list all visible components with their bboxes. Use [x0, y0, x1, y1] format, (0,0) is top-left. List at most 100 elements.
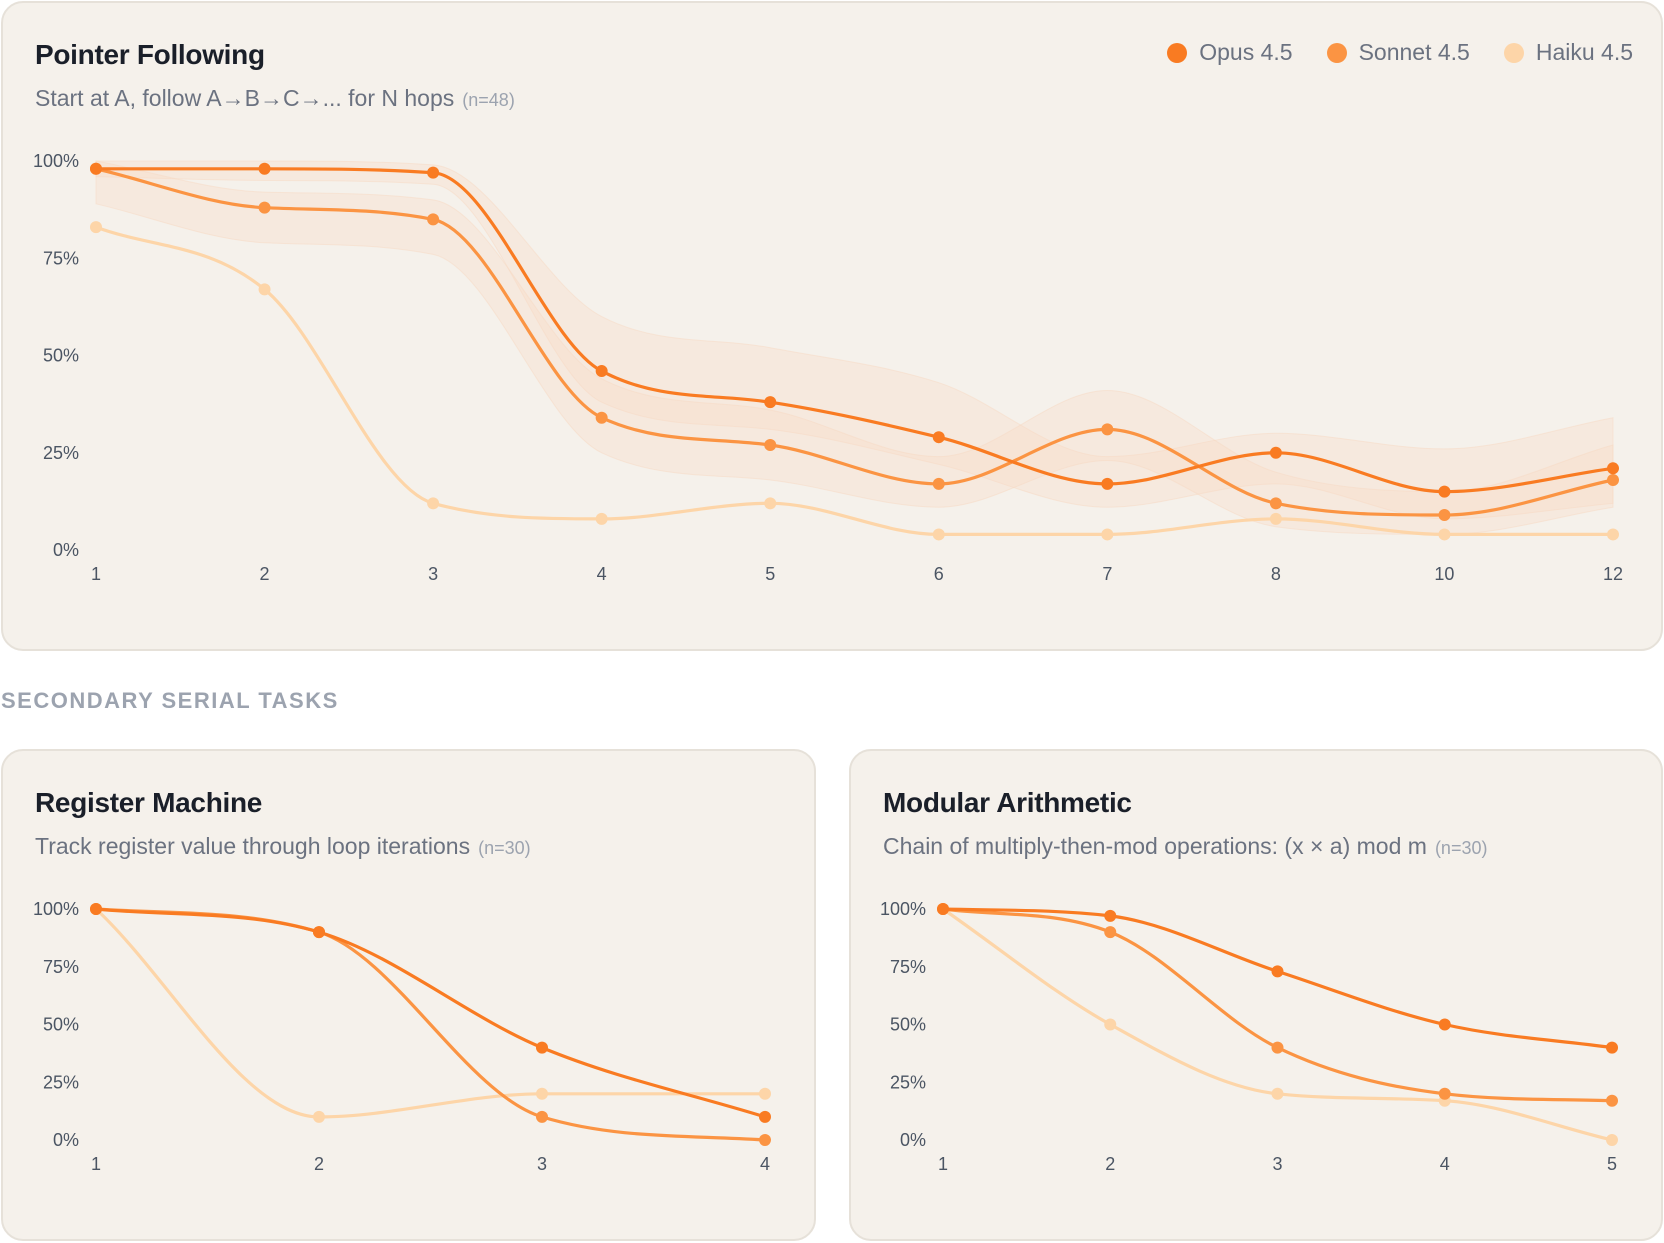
legend-item-opus[interactable]: Opus 4.5	[1167, 39, 1293, 66]
card-subtitle: Chain of multiply-then-mod operations: (…	[883, 833, 1487, 860]
y-tick-label: 50%	[43, 346, 79, 366]
data-point-haiku[interactable]	[1607, 528, 1619, 541]
data-point-haiku[interactable]	[764, 497, 777, 510]
y-tick-label: 0%	[53, 1130, 79, 1150]
data-point-opus[interactable]	[427, 166, 440, 179]
legend-label: Sonnet 4.5	[1358, 39, 1470, 65]
x-tick-label: 12	[1603, 564, 1623, 584]
x-tick-label: 4	[597, 564, 607, 584]
legend-swatch-icon	[1503, 42, 1524, 63]
data-point-haiku[interactable]	[1269, 512, 1282, 525]
data-point-haiku[interactable]	[427, 497, 440, 510]
legend-item-haiku[interactable]: Haiku 4.5	[1503, 39, 1633, 66]
data-point-opus[interactable]	[932, 431, 945, 444]
data-point-opus[interactable]	[90, 162, 102, 175]
x-tick-label: 1	[91, 564, 101, 584]
data-point-opus[interactable]	[1438, 1018, 1451, 1031]
legend-item-sonnet[interactable]: Sonnet 4.5	[1326, 39, 1470, 66]
x-tick-label: 1	[91, 1154, 101, 1174]
data-point-opus[interactable]	[1606, 1041, 1618, 1054]
x-tick-label: 2	[314, 1154, 324, 1174]
x-tick-label: 2	[260, 564, 270, 584]
data-point-sonnet[interactable]	[595, 411, 608, 424]
section-label: SECONDARY SERIAL TASKS	[1, 688, 339, 713]
legend-swatch-icon	[1167, 42, 1188, 63]
data-point-sonnet[interactable]	[536, 1110, 548, 1123]
legend-label: Haiku 4.5	[1535, 39, 1633, 65]
data-point-opus[interactable]	[1271, 965, 1284, 978]
y-tick-label: 100%	[880, 899, 926, 919]
data-point-opus[interactable]	[1438, 485, 1451, 498]
x-tick-label: 5	[765, 564, 775, 584]
sample-size: (n=30)	[1434, 838, 1488, 858]
y-tick-label: 25%	[43, 1072, 79, 1092]
data-point-haiku[interactable]	[90, 221, 102, 234]
series-line-opus	[94, 907, 767, 1119]
data-point-sonnet[interactable]	[1269, 497, 1282, 510]
modular-arithmetic-chart: 0% 25% 50% 75% 100% 1 2 3 4 5	[880, 899, 1618, 1174]
card-title: Register Machine	[35, 787, 263, 818]
data-point-opus[interactable]	[764, 396, 777, 409]
card-title: Pointer Following	[35, 39, 265, 70]
subtitle-text: Track register value through loop iterat…	[35, 833, 471, 859]
data-point-opus[interactable]	[1104, 909, 1117, 922]
series-line-haiku	[941, 907, 1614, 1142]
data-point-sonnet[interactable]	[1438, 508, 1451, 521]
data-point-opus[interactable]	[937, 903, 949, 915]
x-tick-label: 3	[1272, 1154, 1282, 1174]
data-point-haiku[interactable]	[932, 528, 945, 541]
data-point-sonnet[interactable]	[1607, 473, 1619, 486]
legend-swatch-icon	[1326, 42, 1347, 63]
data-point-haiku[interactable]	[258, 283, 271, 296]
legend: Opus 4.5 Sonnet 4.5 Haiku 4.5	[1167, 39, 1633, 66]
data-point-haiku[interactable]	[759, 1087, 771, 1100]
data-point-opus[interactable]	[1607, 462, 1619, 475]
x-tick-label: 6	[934, 564, 944, 584]
series-line-sonnet	[941, 907, 1614, 1103]
data-point-sonnet[interactable]	[427, 213, 440, 226]
data-point-opus[interactable]	[759, 1110, 771, 1123]
x-tick-label: 4	[1440, 1154, 1450, 1174]
data-point-opus[interactable]	[1269, 446, 1282, 459]
y-tick-label: 50%	[43, 1015, 79, 1035]
data-point-opus[interactable]	[90, 903, 102, 915]
sample-size: (n=48)	[462, 90, 515, 110]
x-tick-label: 2	[1105, 1154, 1115, 1174]
data-point-haiku[interactable]	[1438, 528, 1451, 541]
x-tick-label: 10	[1434, 564, 1454, 584]
x-tick-label: 7	[1102, 564, 1112, 584]
data-point-sonnet[interactable]	[759, 1134, 771, 1146]
data-point-haiku[interactable]	[1271, 1087, 1284, 1100]
data-point-sonnet[interactable]	[932, 477, 945, 490]
data-point-haiku[interactable]	[1606, 1134, 1618, 1146]
data-point-sonnet[interactable]	[1606, 1094, 1618, 1107]
y-tick-label: 0%	[900, 1130, 926, 1150]
series-line-haiku	[94, 225, 1615, 537]
data-point-sonnet[interactable]	[1101, 423, 1114, 436]
data-point-sonnet[interactable]	[258, 201, 271, 214]
data-point-sonnet[interactable]	[764, 438, 777, 451]
y-tick-label: 25%	[43, 443, 79, 463]
data-point-opus[interactable]	[536, 1041, 548, 1054]
register-machine-chart: 0% 25% 50% 75% 100% 1 2 3 4	[33, 899, 771, 1174]
series-line-opus	[941, 907, 1614, 1050]
y-tick-label: 75%	[890, 957, 926, 977]
y-tick-label: 75%	[43, 957, 79, 977]
data-point-sonnet[interactable]	[1438, 1087, 1451, 1100]
data-point-haiku[interactable]	[536, 1087, 548, 1100]
card-title: Modular Arithmetic	[883, 787, 1132, 818]
data-point-sonnet[interactable]	[1271, 1041, 1284, 1054]
x-tick-label: 1	[938, 1154, 948, 1174]
data-point-haiku[interactable]	[313, 1110, 325, 1123]
data-point-haiku[interactable]	[595, 512, 608, 525]
data-point-opus[interactable]	[595, 365, 608, 378]
y-tick-label: 100%	[33, 899, 79, 919]
data-point-opus[interactable]	[258, 162, 271, 175]
subtitle-text: Chain of multiply-then-mod operations: (…	[883, 833, 1427, 859]
data-point-opus[interactable]	[313, 926, 325, 939]
data-point-sonnet[interactable]	[1104, 926, 1117, 939]
data-point-opus[interactable]	[1101, 477, 1114, 490]
data-point-haiku[interactable]	[1104, 1018, 1117, 1031]
data-point-haiku[interactable]	[1101, 528, 1114, 541]
series-line-opus	[94, 167, 1615, 494]
